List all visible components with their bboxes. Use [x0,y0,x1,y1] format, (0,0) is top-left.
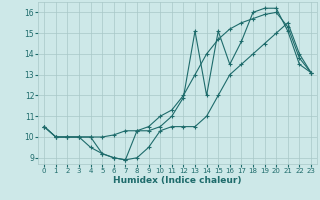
X-axis label: Humidex (Indice chaleur): Humidex (Indice chaleur) [113,176,242,185]
